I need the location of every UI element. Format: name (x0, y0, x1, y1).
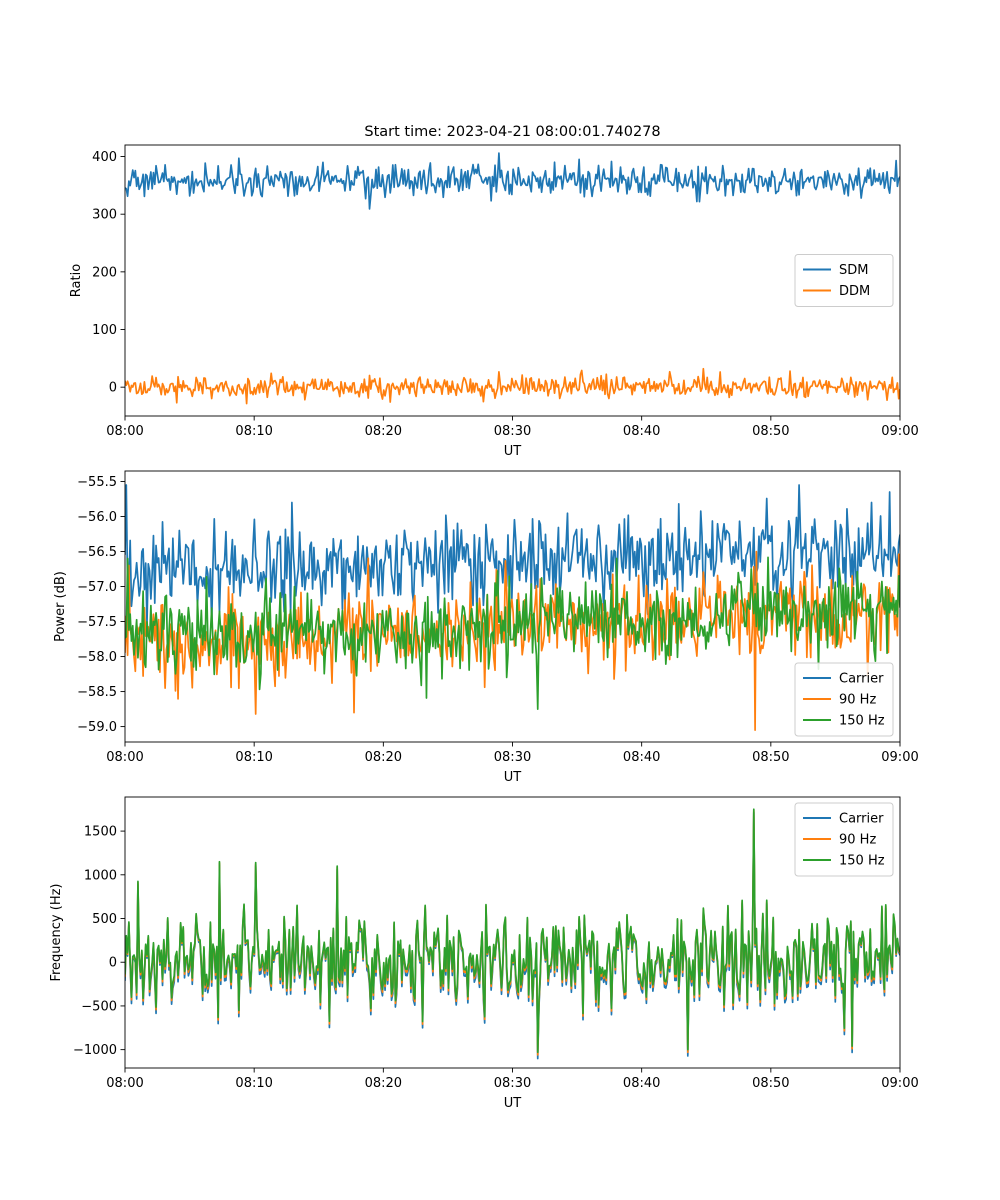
x-tick-label: 08:20 (365, 1076, 402, 1091)
y-axis-label: Frequency (Hz) (49, 883, 64, 981)
y-tick-label: 100 (92, 323, 117, 338)
y-tick-label: −58.0 (77, 650, 117, 665)
series-line-150-hz (125, 556, 900, 710)
legend-box (794, 802, 894, 877)
legend-label-carrier: Carrier (839, 672, 884, 687)
x-tick-label: 08:00 (106, 750, 143, 765)
series-line-carrier (125, 484, 900, 626)
legend-label-90-hz: 90 Hz (839, 833, 876, 848)
chart-panel-1: 08:00 08:10 08:20 08:30 08:40 08:50 09:00 0 100 2… (69, 144, 919, 459)
x-tick-label: 08:00 (106, 424, 143, 439)
y-tick-label: −1000 (73, 1043, 117, 1058)
x-tick-label: 08:30 (494, 424, 531, 439)
x-tick-label: 08:20 (365, 424, 402, 439)
figure-title: Start time: 2023-04-21 08:00:01.740278 (364, 124, 660, 140)
y-tick-label: 0 (109, 381, 117, 396)
x-tick-label: 08:00 (106, 1076, 143, 1091)
y-tick-label: 500 (92, 912, 117, 927)
series-line-150-hz (125, 808, 900, 1054)
x-tick-label: 08:10 (235, 1076, 272, 1091)
x-tick-label: 08:40 (623, 424, 660, 439)
y-tick-label: 200 (92, 265, 117, 280)
chart-panel-2: 08:00 08:10 08:20 08:30 08:40 08:50 09:00 −59.0… (53, 470, 919, 785)
chart-panel-3: 08:00 08:10 08:20 08:30 08:40 08:50 09:00 −1000… (49, 796, 919, 1111)
series-line-sdm (125, 152, 900, 210)
x-tick-label: 08:30 (494, 750, 531, 765)
y-axis-label: Power (dB) (53, 571, 68, 642)
x-axis-label: UT (504, 1096, 522, 1111)
x-tick-label: 09:00 (881, 424, 918, 439)
y-tick-label: −55.5 (77, 475, 117, 490)
legend-box (794, 662, 894, 737)
x-tick-label: 08:40 (623, 1076, 660, 1091)
y-tick-label: 400 (92, 150, 117, 165)
y-tick-label: −59.0 (77, 720, 117, 735)
y-tick-label: 0 (109, 956, 117, 971)
x-tick-label: 08:20 (365, 750, 402, 765)
x-tick-label: 08:50 (752, 750, 789, 765)
y-tick-label: −57.0 (77, 580, 117, 595)
y-tick-label: −56.5 (77, 545, 117, 560)
x-axis-label: UT (504, 770, 522, 785)
y-tick-label: 1000 (84, 868, 117, 883)
plot-area-2 (125, 484, 900, 731)
y-axis-label: Ratio (69, 264, 84, 297)
x-axis-label: UT (504, 444, 522, 459)
legend: Carrier 90 Hz 150 Hz (794, 802, 894, 877)
series-line-ddm (125, 367, 900, 405)
plot-area-1 (125, 152, 900, 405)
x-tick-label: 08:40 (623, 750, 660, 765)
legend-box (794, 254, 894, 307)
legend-label-150-hz: 150 Hz (839, 854, 885, 869)
legend-label-ddm: DDM (839, 284, 870, 299)
x-tick-label: 08:10 (235, 424, 272, 439)
x-tick-label: 09:00 (881, 750, 918, 765)
y-tick-label: −57.5 (77, 615, 117, 630)
legend-label-150-hz: 150 Hz (839, 714, 885, 729)
y-tick-label: 1500 (84, 825, 117, 840)
y-tick-label: −500 (81, 999, 117, 1014)
x-tick-label: 08:30 (494, 1076, 531, 1091)
legend-label-90-hz: 90 Hz (839, 693, 876, 708)
legend-label-carrier: Carrier (839, 812, 884, 827)
x-tick-label: 08:50 (752, 1076, 789, 1091)
legend-label-sdm: SDM (839, 263, 868, 278)
y-tick-label: −58.5 (77, 685, 117, 700)
legend: SDM DDM (794, 254, 894, 307)
y-tick-label: 300 (92, 208, 117, 223)
x-tick-label: 09:00 (881, 1076, 918, 1091)
plot-area-3 (125, 808, 900, 1060)
x-tick-label: 08:50 (752, 424, 789, 439)
legend: Carrier 90 Hz 150 Hz (794, 662, 894, 737)
panels: 08:00 08:10 08:20 08:30 08:40 08:50 09:00 0 100 2… (49, 144, 919, 1111)
x-tick-label: 08:10 (235, 750, 272, 765)
y-tick-label: −56.0 (77, 510, 117, 525)
